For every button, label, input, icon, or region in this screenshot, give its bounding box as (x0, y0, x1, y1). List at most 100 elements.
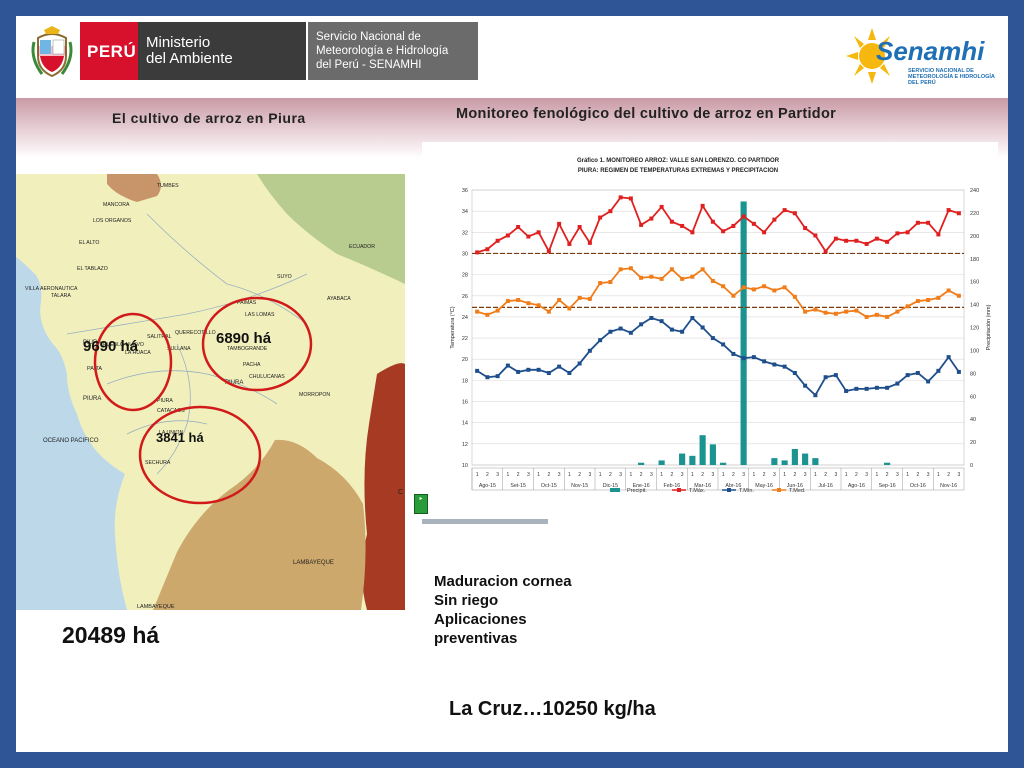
small-green-icon[interactable]: ▸ (414, 494, 428, 514)
series-point (710, 219, 715, 224)
legend-label: T.Máx. (689, 488, 706, 494)
series-point (526, 367, 531, 372)
series-point (751, 221, 756, 226)
y-tick-label: 26 (462, 294, 468, 300)
place-c: C (398, 489, 403, 496)
x-decade-label: 1 (906, 472, 909, 478)
y-tick-label: 16 (462, 400, 468, 406)
ministry-box: Ministerio del Ambiente (138, 22, 306, 80)
x-decade-label: 1 (752, 472, 755, 478)
x-decade-label: 3 (927, 472, 930, 478)
series-point (956, 211, 961, 216)
series-point (905, 304, 910, 309)
y-tick-label: 32 (462, 230, 468, 236)
y2-axis-title: Precipitación (mm) (986, 304, 992, 350)
series-point (844, 238, 849, 243)
x-decade-label: 1 (875, 472, 878, 478)
slide: PERÚ Ministerio del Ambiente Servicio Na… (16, 16, 1008, 752)
y-tick-label: 20 (462, 357, 468, 363)
legend-swatch (610, 488, 620, 492)
place-piura-upper: PIURA (83, 340, 101, 346)
series-point (526, 301, 531, 306)
series-point (813, 307, 818, 312)
service-line-1: Servicio Nacional de (316, 31, 421, 43)
series-point (700, 325, 705, 330)
series-point (669, 327, 674, 332)
x-decade-label: 1 (691, 472, 694, 478)
x-decade-label: 1 (629, 472, 632, 478)
series-point (628, 196, 633, 201)
notes-block: Maduracion cornea Sin riego Aplicaciones… (434, 572, 572, 648)
phenology-chart: Gráfico 1. MONITOREO ARROZ: VALLE SAN LO… (422, 142, 998, 502)
x-month-label: Sep-16 (879, 483, 896, 489)
series-point (485, 375, 490, 380)
y2-tick-label: 140 (970, 303, 979, 309)
precip-bar (802, 453, 809, 465)
x-month-label: Nov-16 (940, 483, 957, 489)
y-tick-label: 18 (462, 378, 468, 384)
series-point (485, 247, 490, 252)
series-point (546, 249, 551, 254)
area-label-sullana: 9690 há (83, 338, 139, 355)
series-point (813, 233, 818, 238)
place-el-alto: EL ALTO (79, 240, 99, 246)
y2-tick-label: 60 (970, 394, 976, 400)
series-point (854, 386, 859, 391)
series-point (618, 326, 623, 331)
series-point (762, 284, 767, 289)
senamhi-subtitle: SERVICIO NACIONAL DE METEOROLOGÍA E HIDR… (908, 68, 995, 86)
y-tick-label: 10 (462, 463, 468, 469)
series-point (567, 241, 572, 246)
series-point (536, 367, 541, 372)
series-point (618, 195, 623, 200)
x-month-label: Feb-16 (663, 483, 680, 489)
series-point (885, 314, 890, 319)
series-point (956, 369, 961, 374)
series-point (659, 204, 664, 209)
precip-bar (884, 462, 891, 465)
x-decade-label: 2 (701, 472, 704, 478)
series-point (874, 236, 879, 241)
series-point (833, 311, 838, 316)
x-decade-label: 1 (783, 472, 786, 478)
x-decade-label: 1 (722, 472, 725, 478)
series-point (690, 230, 695, 235)
x-decade-label: 2 (947, 472, 950, 478)
series-point (926, 298, 931, 302)
series-point (926, 379, 931, 384)
series-point (803, 226, 808, 231)
x-decade-label: 1 (937, 472, 940, 478)
place-talara: TALARA (51, 293, 71, 299)
series-point (587, 240, 592, 245)
service-line-3: del Perú - SENAMHI (316, 59, 422, 71)
series-point (495, 308, 500, 313)
series-point (956, 293, 961, 298)
place-mancora: MANCORA (103, 202, 130, 208)
series-point (557, 364, 562, 369)
x-decade-label: 2 (916, 472, 919, 478)
place-tambogrande: TAMBOGRANDE (227, 346, 268, 352)
series-point (946, 288, 951, 293)
place-sullana: SULLANA (167, 346, 191, 352)
x-decade-label: 3 (957, 472, 960, 478)
series-point (731, 351, 736, 356)
x-decade-label: 2 (763, 472, 766, 478)
x-decade-label: 2 (517, 472, 520, 478)
place-villa-aeronautica: VILLA AERONAUTICA (25, 286, 78, 292)
series-point (936, 295, 941, 300)
chart-subheading: PIURA: REGIMEN DE TEMPERATURAS EXTREMAS … (578, 168, 778, 174)
peru-text: PERÚ (87, 42, 137, 61)
series-point (741, 356, 746, 361)
x-month-label: Jun-16 (787, 483, 803, 489)
y-axis-title: Temperatura (°C) (450, 306, 456, 348)
x-decade-label: 1 (845, 472, 848, 478)
place-lambayeque: LAMBAYEQUE (293, 560, 334, 566)
x-decade-label: 2 (824, 472, 827, 478)
series-point (628, 330, 633, 335)
place-pueblo-nuevo: PUEBLO NUEVO (103, 342, 144, 348)
place-suyo: SUYO (277, 274, 292, 280)
series-point (895, 231, 900, 236)
series-point (710, 278, 715, 283)
peru-label-box: PERÚ (80, 22, 138, 80)
place-los-organos: LOS ORGANOS (93, 218, 132, 224)
